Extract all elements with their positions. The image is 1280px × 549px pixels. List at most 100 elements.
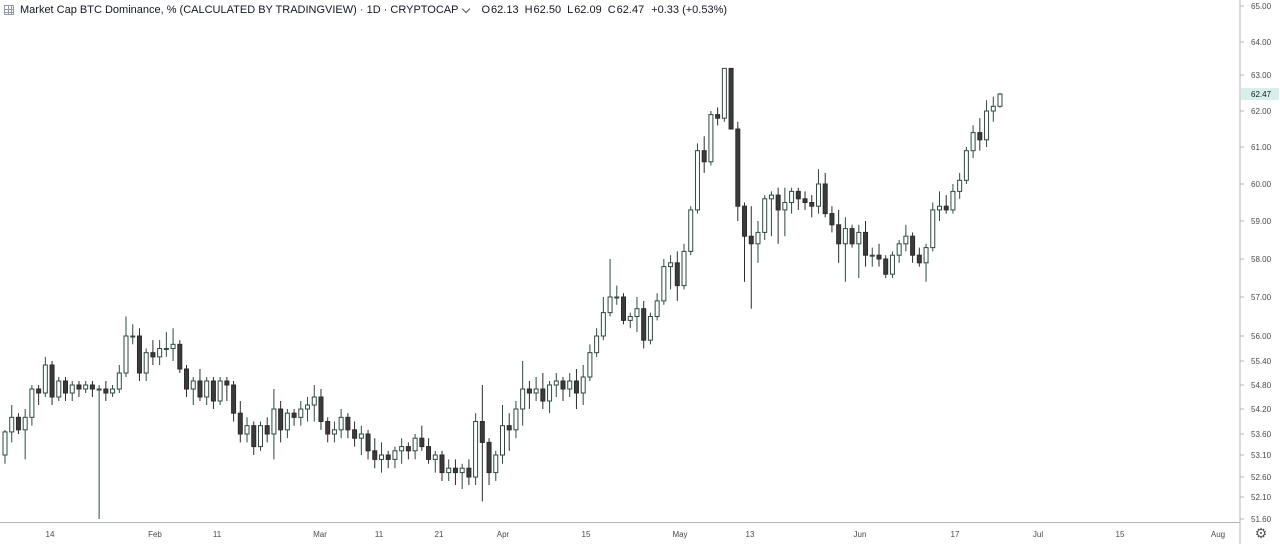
y-tick-label: 64.00 (1251, 38, 1272, 47)
candle-body (224, 380, 230, 386)
candle (829, 206, 835, 233)
candle (123, 316, 129, 377)
candle-body (661, 266, 667, 302)
candle (486, 438, 492, 485)
candle (883, 255, 889, 278)
gear-icon[interactable]: ⚙ (1254, 525, 1268, 541)
candle-body (513, 408, 519, 431)
candle (782, 187, 788, 237)
candle (540, 373, 546, 409)
y-tick-label: 59.00 (1251, 217, 1272, 226)
x-tick-label: 17 (951, 530, 960, 539)
candle-body (432, 454, 438, 460)
candle-body (123, 335, 129, 374)
candle (614, 285, 620, 305)
candle (231, 381, 237, 422)
candle-body (836, 224, 842, 245)
candle-body (883, 258, 889, 275)
candle (694, 143, 700, 214)
candle-body (170, 343, 176, 350)
candle (217, 377, 223, 405)
chart-title[interactable]: Market Cap BTC Dominance, % (CALCULATED … (20, 4, 459, 16)
candle-body (210, 380, 216, 402)
candle (197, 369, 203, 401)
candle-body (990, 105, 996, 112)
candle-body (997, 93, 1003, 107)
candle (271, 389, 277, 460)
candle-body (419, 437, 425, 448)
candle (661, 259, 667, 305)
candle (338, 409, 344, 439)
candle (378, 442, 384, 473)
y-tick-label: 52.10 (1251, 493, 1272, 502)
candle-body (647, 316, 653, 341)
candle (735, 121, 741, 221)
candle (701, 136, 707, 173)
candle-body (110, 388, 116, 394)
candle (815, 169, 821, 214)
candle-body (547, 384, 553, 402)
candle (681, 243, 687, 290)
y-tick-label: 56.00 (1251, 332, 1272, 341)
candle-body (251, 425, 257, 448)
x-tick-label: 15 (1116, 530, 1125, 539)
candle (856, 224, 862, 278)
candle-body (735, 128, 741, 207)
candle (842, 217, 848, 282)
candle-body (809, 202, 815, 207)
candle-body (775, 194, 781, 211)
x-tick-label: Mar (313, 530, 327, 539)
x-tick-label: Aug (1211, 530, 1225, 539)
candle-body (69, 384, 75, 394)
x-tick-label: 13 (746, 530, 755, 539)
candle (930, 202, 936, 252)
candle (284, 409, 290, 439)
ohlc-low: L62.09 (567, 4, 602, 16)
candle (621, 293, 627, 325)
grid-icon[interactable] (4, 5, 14, 15)
candle-body (372, 450, 378, 460)
candle (513, 401, 519, 439)
candle (728, 67, 734, 130)
candle-body (291, 412, 297, 418)
candle-body (231, 384, 237, 414)
y-tick-label: 53.10 (1251, 451, 1272, 460)
candle-body (217, 380, 223, 402)
candle (63, 377, 69, 401)
candle (150, 340, 156, 365)
candle (452, 459, 458, 485)
candle (587, 344, 593, 381)
candle (836, 209, 842, 263)
candle-body (466, 467, 472, 478)
candle (399, 438, 405, 464)
candle-body (143, 352, 149, 374)
candle-body (36, 388, 42, 394)
candle-body (352, 429, 358, 439)
candle (116, 365, 122, 393)
candle-body (284, 412, 290, 431)
candle-body (305, 404, 311, 410)
y-tick-label: 65.00 (1251, 2, 1272, 11)
chevron-down-icon[interactable] (462, 4, 471, 13)
candle-body (896, 243, 902, 256)
candle (177, 340, 183, 373)
candle (560, 377, 566, 401)
candle (580, 365, 586, 405)
candle (412, 434, 418, 460)
candle-body (688, 209, 694, 252)
candle (936, 191, 942, 221)
candle (311, 385, 317, 422)
candle (419, 425, 425, 451)
candle (654, 293, 660, 321)
candle-body (607, 296, 613, 314)
candle-body (49, 364, 55, 398)
candle-body (936, 205, 942, 211)
candle-body (869, 254, 875, 257)
candle-body (190, 380, 196, 390)
candle (889, 251, 895, 278)
candle (170, 328, 176, 361)
candle-body (15, 416, 21, 431)
candle (627, 312, 633, 329)
